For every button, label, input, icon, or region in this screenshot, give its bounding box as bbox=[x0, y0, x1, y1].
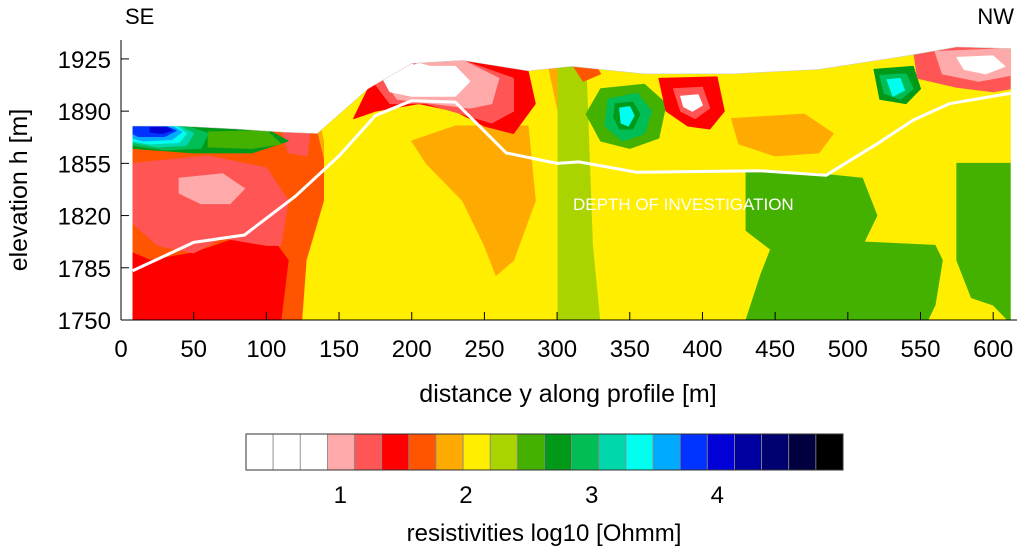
resistivity-region bbox=[411, 125, 536, 276]
resistivity-region bbox=[178, 173, 246, 205]
resistivity-region bbox=[680, 94, 703, 112]
colorbar-swatch bbox=[734, 433, 762, 471]
resistivity-section bbox=[132, 46, 1011, 320]
colorbar-swatch bbox=[788, 433, 817, 471]
x-tick-label: 500 bbox=[828, 336, 868, 363]
colorbar-swatch bbox=[489, 433, 518, 471]
plot-axes: 0 50 100 150 200 250 300 350 400 450 500 550 600 175… bbox=[58, 40, 1017, 363]
colorbar-swatch bbox=[815, 433, 844, 471]
x-tick-label: 400 bbox=[682, 336, 722, 363]
colorbar-frame bbox=[245, 433, 844, 471]
orientation-right-label: NW bbox=[977, 4, 1014, 29]
y-tick-label: 1785 bbox=[58, 256, 111, 283]
colorbar-ticks: 1 2 3 4 bbox=[334, 482, 724, 509]
colorbar-swatch bbox=[272, 433, 301, 471]
colorbar-swatch bbox=[462, 433, 491, 471]
resistivity-region bbox=[731, 113, 834, 157]
colorbar-title: resistivities log10 [Ohmm] bbox=[407, 520, 682, 547]
resistivity-region bbox=[440, 68, 462, 85]
resistivity-region bbox=[972, 59, 990, 70]
colorbar-tick-label: 1 bbox=[334, 482, 347, 509]
y-ticks: 1750 1785 1820 1855 1890 1925 bbox=[58, 47, 129, 335]
x-tick-label: 0 bbox=[114, 336, 127, 363]
x-tick-label: 50 bbox=[180, 336, 207, 363]
x-tick-label: 250 bbox=[464, 336, 504, 363]
colorbar-swatch bbox=[435, 433, 464, 471]
resistivity-region bbox=[869, 113, 929, 157]
orientation-left-label: SE bbox=[125, 4, 154, 29]
resistivity-region bbox=[132, 155, 289, 254]
colorbar-swatch bbox=[516, 433, 545, 471]
x-tick-label: 150 bbox=[319, 336, 359, 363]
colorbar-swatch bbox=[652, 433, 681, 471]
y-tick-label: 1820 bbox=[58, 204, 111, 231]
x-tick-label: 600 bbox=[973, 336, 1013, 363]
colorbar bbox=[245, 433, 844, 471]
resistivity-region bbox=[745, 237, 943, 320]
colorbar-swatch bbox=[571, 433, 600, 471]
resistivity-region bbox=[886, 77, 906, 97]
colorbar-swatch bbox=[354, 433, 383, 471]
colorbar-swatch bbox=[327, 433, 355, 471]
colorbar-swatch bbox=[381, 433, 410, 471]
x-axis-title: distance y along profile [m] bbox=[419, 380, 716, 408]
x-tick-label: 200 bbox=[392, 336, 432, 363]
resistivity-region bbox=[956, 162, 1011, 320]
x-tick-label: 300 bbox=[537, 336, 577, 363]
resistivity-region bbox=[207, 130, 282, 149]
resistivity-region bbox=[619, 106, 635, 127]
colorbar-swatch bbox=[299, 433, 328, 471]
colorbar-swatch bbox=[625, 433, 654, 471]
colorbar-swatch bbox=[679, 433, 708, 471]
colorbar-swatch bbox=[706, 433, 735, 471]
x-tick-label: 100 bbox=[246, 336, 286, 363]
colorbar-swatch bbox=[245, 433, 274, 471]
y-tick-label: 1890 bbox=[58, 99, 111, 126]
topography-surface-line bbox=[132, 46, 1011, 134]
colorbar-swatch bbox=[544, 433, 573, 471]
y-tick-label: 1925 bbox=[58, 47, 111, 74]
x-tick-label: 450 bbox=[755, 336, 795, 363]
colorbar-swatch bbox=[598, 433, 627, 471]
y-axis-title: elevation h [m] bbox=[5, 109, 33, 272]
resistivity-region bbox=[149, 127, 173, 135]
x-tick-label: 550 bbox=[900, 336, 940, 363]
depth-of-investigation-line bbox=[131, 91, 1011, 273]
x-ticks: 0 50 100 150 200 250 300 350 400 450 500 550 600 bbox=[114, 312, 1013, 363]
colorbar-tick-label: 2 bbox=[459, 482, 472, 509]
resistivity-region bbox=[745, 170, 878, 258]
colorbar-tick-label: 4 bbox=[711, 482, 724, 509]
y-tick-label: 1750 bbox=[58, 308, 111, 335]
colorbar-swatch bbox=[408, 433, 437, 471]
depth-of-investigation-label: DEPTH OF INVESTIGATION bbox=[573, 195, 794, 214]
colorbar-swatch bbox=[761, 433, 790, 471]
x-tick-label: 350 bbox=[610, 336, 650, 363]
colorbar-tick-label: 3 bbox=[585, 482, 598, 509]
y-tick-label: 1855 bbox=[58, 151, 111, 178]
